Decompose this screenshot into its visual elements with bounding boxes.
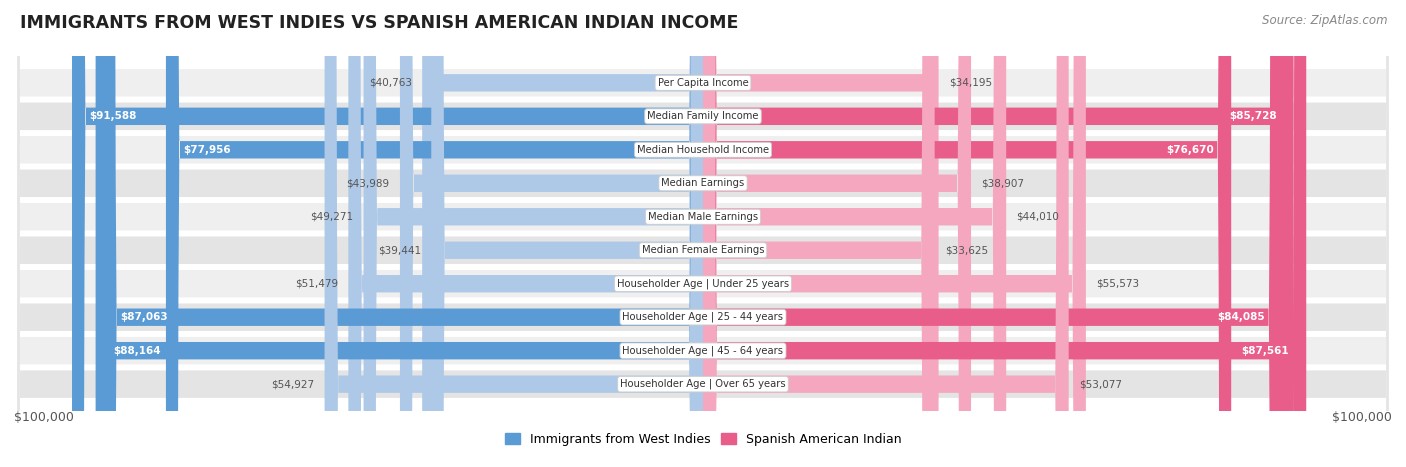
Text: Householder Age | 45 - 64 years: Householder Age | 45 - 64 years <box>623 346 783 356</box>
FancyBboxPatch shape <box>17 0 1389 467</box>
FancyBboxPatch shape <box>96 0 703 467</box>
Text: Source: ZipAtlas.com: Source: ZipAtlas.com <box>1263 14 1388 27</box>
Text: Median Household Income: Median Household Income <box>637 145 769 155</box>
Text: IMMIGRANTS FROM WEST INDIES VS SPANISH AMERICAN INDIAN INCOME: IMMIGRANTS FROM WEST INDIES VS SPANISH A… <box>20 14 738 32</box>
Text: $49,271: $49,271 <box>311 212 353 222</box>
Text: $91,588: $91,588 <box>89 111 136 121</box>
Text: $76,670: $76,670 <box>1166 145 1213 155</box>
Text: $34,195: $34,195 <box>949 78 993 88</box>
Text: $38,907: $38,907 <box>981 178 1025 188</box>
Text: $87,063: $87,063 <box>121 312 169 322</box>
FancyBboxPatch shape <box>17 0 1389 467</box>
Text: $55,573: $55,573 <box>1097 279 1139 289</box>
Text: $44,010: $44,010 <box>1017 212 1059 222</box>
Text: $100,000: $100,000 <box>14 411 75 424</box>
FancyBboxPatch shape <box>17 0 1389 467</box>
FancyBboxPatch shape <box>399 0 703 467</box>
FancyBboxPatch shape <box>364 0 703 467</box>
Text: $54,927: $54,927 <box>271 379 315 389</box>
Legend: Immigrants from West Indies, Spanish American Indian: Immigrants from West Indies, Spanish Ame… <box>501 428 905 451</box>
Text: Median Male Earnings: Median Male Earnings <box>648 212 758 222</box>
Text: Householder Age | Over 65 years: Householder Age | Over 65 years <box>620 379 786 389</box>
FancyBboxPatch shape <box>17 0 1389 467</box>
FancyBboxPatch shape <box>703 0 939 467</box>
Text: $33,625: $33,625 <box>945 245 988 255</box>
Text: Householder Age | 25 - 44 years: Householder Age | 25 - 44 years <box>623 312 783 322</box>
FancyBboxPatch shape <box>703 0 1085 467</box>
Text: $43,989: $43,989 <box>346 178 389 188</box>
Text: $40,763: $40,763 <box>368 78 412 88</box>
FancyBboxPatch shape <box>17 0 1389 467</box>
FancyBboxPatch shape <box>17 0 1389 467</box>
FancyBboxPatch shape <box>703 0 1294 467</box>
FancyBboxPatch shape <box>703 0 935 467</box>
Text: $100,000: $100,000 <box>1331 411 1392 424</box>
FancyBboxPatch shape <box>325 0 703 467</box>
FancyBboxPatch shape <box>703 0 1282 467</box>
Text: $87,561: $87,561 <box>1241 346 1289 356</box>
Text: $84,085: $84,085 <box>1218 312 1265 322</box>
FancyBboxPatch shape <box>17 0 1389 467</box>
FancyBboxPatch shape <box>422 0 703 467</box>
Text: Median Family Income: Median Family Income <box>647 111 759 121</box>
Text: $88,164: $88,164 <box>112 346 160 356</box>
FancyBboxPatch shape <box>17 0 1389 467</box>
FancyBboxPatch shape <box>72 0 703 467</box>
Text: Per Capita Income: Per Capita Income <box>658 78 748 88</box>
Text: Median Earnings: Median Earnings <box>661 178 745 188</box>
FancyBboxPatch shape <box>703 0 1007 467</box>
FancyBboxPatch shape <box>349 0 703 467</box>
Text: $53,077: $53,077 <box>1078 379 1122 389</box>
FancyBboxPatch shape <box>103 0 703 467</box>
Text: $39,441: $39,441 <box>378 245 420 255</box>
FancyBboxPatch shape <box>703 0 1232 467</box>
Text: $85,728: $85,728 <box>1229 111 1277 121</box>
FancyBboxPatch shape <box>703 0 1069 467</box>
Text: $77,956: $77,956 <box>183 145 231 155</box>
FancyBboxPatch shape <box>703 0 1306 467</box>
FancyBboxPatch shape <box>166 0 703 467</box>
Text: Householder Age | Under 25 years: Householder Age | Under 25 years <box>617 278 789 289</box>
FancyBboxPatch shape <box>17 0 1389 467</box>
Text: Median Female Earnings: Median Female Earnings <box>641 245 765 255</box>
FancyBboxPatch shape <box>17 0 1389 467</box>
FancyBboxPatch shape <box>703 0 972 467</box>
FancyBboxPatch shape <box>432 0 703 467</box>
Text: $51,479: $51,479 <box>295 279 337 289</box>
